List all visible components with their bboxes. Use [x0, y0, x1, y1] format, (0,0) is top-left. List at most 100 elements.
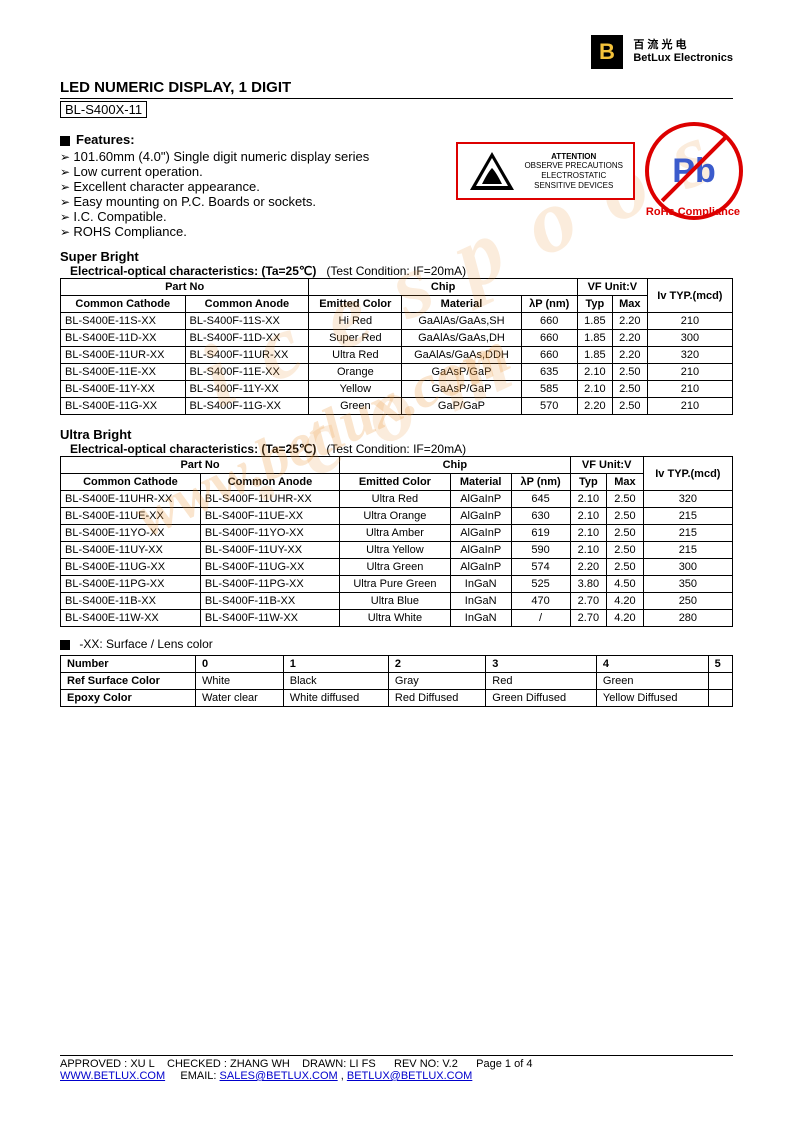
table-cell: Ultra Blue	[340, 593, 451, 610]
table-row: BL-S400E-11W-XXBL-S400F-11W-XXUltra Whit…	[61, 610, 733, 627]
table-row: BL-S400E-11B-XXBL-S400F-11B-XXUltra Blue…	[61, 593, 733, 610]
ultra-bright-table: Part No Chip VF Unit:V Iv TYP.(mcd) Comm…	[60, 456, 733, 627]
features-heading: Features:	[76, 132, 135, 147]
table-cell: 570	[521, 398, 577, 415]
footer-url[interactable]: WWW.BETLUX.COM	[60, 1070, 165, 1082]
table-cell: BL-S400F-11E-XX	[185, 364, 309, 381]
surface-cell: White	[196, 673, 284, 690]
table-cell: 574	[511, 559, 570, 576]
table-row: BL-S400E-11S-XXBL-S400F-11S-XXHi RedGaAl…	[61, 313, 733, 330]
th-iv2: Iv TYP.(mcd)	[643, 457, 732, 491]
table-cell: GaAsP/GaP	[402, 364, 521, 381]
th-max: Max	[612, 296, 647, 313]
th-ca2: Common Anode	[200, 474, 339, 491]
rev-label: REV NO:	[394, 1058, 439, 1070]
table-cell: 2.10	[570, 491, 607, 508]
th-emitted2: Emitted Color	[340, 474, 451, 491]
table-cell: BL-S400F-11Y-XX	[185, 381, 309, 398]
th-material: Material	[402, 296, 521, 313]
table-cell: InGaN	[450, 593, 511, 610]
table-cell: 3.80	[570, 576, 607, 593]
table-cell: 2.20	[577, 398, 612, 415]
table-cell: Hi Red	[309, 313, 402, 330]
table-cell: AlGaInP	[450, 559, 511, 576]
table-cell: Orange	[309, 364, 402, 381]
approved-value: XU L	[130, 1058, 154, 1070]
table-cell: BL-S400E-11UG-XX	[61, 559, 201, 576]
surface-table: Number012345 Ref Surface ColorWhiteBlack…	[60, 655, 733, 707]
footer: APPROVED : XU L CHECKED : ZHANG WH DRAWN…	[60, 1055, 733, 1082]
surface-note: -XX: Surface / Lens color	[79, 637, 212, 651]
footer-email2[interactable]: BETLUX@BETLUX.COM	[347, 1070, 472, 1082]
table-cell: AlGaInP	[450, 542, 511, 559]
table-cell: Super Red	[309, 330, 402, 347]
table-cell: 320	[643, 491, 732, 508]
table-cell: BL-S400F-11UR-XX	[185, 347, 309, 364]
table-cell: 660	[521, 347, 577, 364]
table-cell: AlGaInP	[450, 491, 511, 508]
table-cell: BL-S400F-11S-XX	[185, 313, 309, 330]
super-bright-table: Part No Chip VF Unit:V Iv TYP.(mcd) Comm…	[60, 278, 733, 415]
table-cell: 2.50	[607, 525, 644, 542]
table-cell: 2.50	[612, 398, 647, 415]
table-cell: 210	[647, 364, 732, 381]
table-cell: 2.10	[577, 364, 612, 381]
email-label: EMAIL:	[180, 1070, 216, 1082]
table-cell: AlGaInP	[450, 525, 511, 542]
table-cell: 2.50	[607, 559, 644, 576]
table-cell: 2.10	[570, 525, 607, 542]
table-cell: BL-S400F-11PG-XX	[200, 576, 339, 593]
table-cell: BL-S400E-11B-XX	[61, 593, 201, 610]
table-cell: 210	[647, 313, 732, 330]
th-ca: Common Anode	[185, 296, 309, 313]
checked-label: CHECKED :	[167, 1058, 227, 1070]
checked-value: ZHANG WH	[230, 1058, 290, 1070]
table-cell: Green	[309, 398, 402, 415]
table-cell: BL-S400F-11UG-XX	[200, 559, 339, 576]
table-cell: 2.70	[570, 593, 607, 610]
table-cell: 210	[647, 398, 732, 415]
th-iv: Iv TYP.(mcd)	[647, 279, 732, 313]
sb-cond-label: Electrical-optical characteristics: (Ta=…	[70, 264, 316, 278]
super-bright-title: Super Bright	[60, 249, 733, 264]
esd-line2: ELECTROSTATIC	[541, 171, 606, 180]
table-cell: BL-S400E-11PG-XX	[61, 576, 201, 593]
table-cell: 619	[511, 525, 570, 542]
surface-header: 1	[283, 656, 388, 673]
ultra-bright-title: Ultra Bright	[60, 427, 733, 442]
table-cell: 635	[521, 364, 577, 381]
rev-value: V.2	[442, 1058, 458, 1070]
table-cell: 2.20	[612, 347, 647, 364]
table-cell: BL-S400E-11E-XX	[61, 364, 186, 381]
surface-cell: White diffused	[283, 690, 388, 707]
table-cell: 250	[643, 593, 732, 610]
table-cell: 300	[647, 330, 732, 347]
table-cell: 2.10	[570, 542, 607, 559]
surface-header: 2	[388, 656, 485, 673]
table-cell: BL-S400E-11W-XX	[61, 610, 201, 627]
surface-header: Number	[61, 656, 196, 673]
table-cell: 215	[643, 542, 732, 559]
table-row: BL-S400E-11D-XXBL-S400F-11D-XXSuper RedG…	[61, 330, 733, 347]
table-cell: 2.70	[570, 610, 607, 627]
table-cell: 300	[643, 559, 732, 576]
table-cell: BL-S400F-11W-XX	[200, 610, 339, 627]
th-chip2: Chip	[340, 457, 571, 474]
table-cell: 2.10	[570, 508, 607, 525]
table-cell: BL-S400F-11YO-XX	[200, 525, 339, 542]
table-cell: 350	[643, 576, 732, 593]
title-rule	[60, 98, 733, 99]
th-cc: Common Cathode	[61, 296, 186, 313]
footer-email1[interactable]: SALES@BETLUX.COM	[220, 1070, 338, 1082]
table-cell: Ultra Orange	[340, 508, 451, 525]
surface-cell: Water clear	[196, 690, 284, 707]
surface-cell: Yellow Diffused	[596, 690, 708, 707]
ub-cond-label: Electrical-optical characteristics: (Ta=…	[70, 442, 316, 456]
bullet-square-2	[60, 640, 70, 650]
table-cell: 4.50	[607, 576, 644, 593]
logo-area: B 百 流 光 电 BetLux Electronics	[60, 35, 733, 69]
table-cell: BL-S400F-11D-XX	[185, 330, 309, 347]
table-cell: 2.50	[612, 381, 647, 398]
table-cell: GaAsP/GaP	[402, 381, 521, 398]
table-cell: BL-S400F-11UE-XX	[200, 508, 339, 525]
